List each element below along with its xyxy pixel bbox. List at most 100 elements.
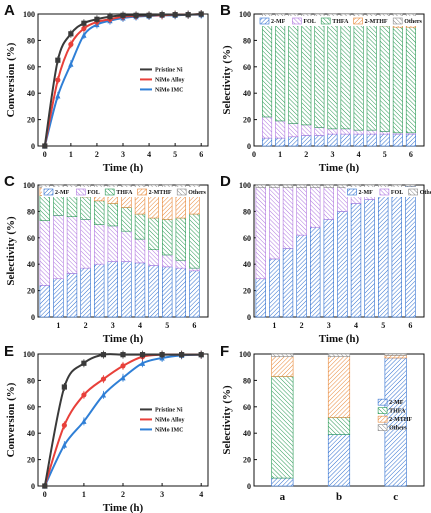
bar-segment-fol xyxy=(310,187,321,228)
y-tick-label: 100 xyxy=(23,10,35,19)
legend-swatch xyxy=(377,398,388,406)
panel-letter: B xyxy=(220,2,231,19)
y-tick-label: 100 xyxy=(239,350,251,359)
data-point-pristine-ni xyxy=(61,384,67,390)
legend-swatch xyxy=(377,407,388,414)
data-point-nimo-imc xyxy=(55,92,61,99)
bar-segment-2-mf xyxy=(379,133,390,147)
bar-segment-2-mf xyxy=(269,258,280,318)
bar-segment-fol xyxy=(288,123,299,138)
bar-segment-fol xyxy=(327,128,338,135)
bar-segment-thfa xyxy=(175,217,186,261)
bar-segment-fol xyxy=(94,224,105,265)
legend-swatch xyxy=(259,17,270,25)
bar-segment-fol xyxy=(340,128,351,135)
legend-swatch xyxy=(377,424,388,431)
bar-segment-2-mf xyxy=(148,265,159,318)
data-point-nimo-alloy xyxy=(81,392,87,398)
bar-segment-2-mf xyxy=(275,137,286,147)
x-tick-label: 4 xyxy=(138,321,142,330)
y-tick-label: 60 xyxy=(243,403,251,412)
bar-segment-thfa xyxy=(392,26,403,134)
data-point-pristine-ni xyxy=(198,352,204,358)
data-point-pristine-ni xyxy=(185,12,191,18)
x-tick-label: 1 xyxy=(56,321,60,330)
x-tick-label: 4 xyxy=(199,490,203,499)
legend-entry-2-mthf: 2-MTHF xyxy=(353,17,388,25)
bar-segment-fol xyxy=(301,124,312,136)
bar-segment-2-mf xyxy=(296,234,307,318)
legend-swatch xyxy=(353,17,363,25)
bar-segment-thfa xyxy=(39,195,50,221)
bar-segment-others xyxy=(327,353,351,357)
bar-segment-2-mf xyxy=(353,133,364,147)
bar-segment-fol xyxy=(379,131,390,135)
bar-segment-fol xyxy=(175,259,186,269)
x-tick-label: 6 xyxy=(409,150,413,159)
x-tick-label: 5 xyxy=(165,321,169,330)
data-point-nimo-imc xyxy=(61,441,67,448)
x-tick-label: 0 xyxy=(43,150,47,159)
bar-segment-others xyxy=(310,184,321,188)
legend-entry-pristine-ni: Pristine Ni xyxy=(140,407,183,413)
bar-segment-thfa xyxy=(148,217,159,250)
legend-label: FOL xyxy=(87,190,99,196)
bar-segment-2-mf xyxy=(94,263,105,318)
x-tick-label: 1 xyxy=(272,321,276,330)
legend-swatch xyxy=(347,188,357,196)
bar-segment-fol xyxy=(189,267,200,272)
panel-a: A 0 20 40 60 80 100 Conversion (%) Time (h) 0 1 2 3 4… xyxy=(4,2,209,174)
legend-label: Pristine Ni xyxy=(155,67,183,73)
x-tick-label: 0 xyxy=(43,490,47,499)
bar-segment-2-mf xyxy=(189,270,200,318)
panel-letter: F xyxy=(220,343,229,360)
bar-segment-2-mf xyxy=(323,219,334,318)
y-axis-label: Selectivity (%) xyxy=(221,45,233,115)
legend-entry-2-mthf: 2-MTHF xyxy=(137,188,172,196)
legend-swatch xyxy=(104,188,115,196)
bar-segment-2-mf xyxy=(162,266,173,318)
legend-label: 2-MTHF xyxy=(389,417,412,423)
legend-swatch xyxy=(408,188,419,196)
legend-entry-2-mf: 2-MF xyxy=(377,398,404,406)
y-tick-label: 40 xyxy=(27,89,35,98)
data-point-pristine-ni xyxy=(198,11,204,17)
data-point-nimo-alloy xyxy=(100,376,107,382)
legend-label: FOL xyxy=(391,190,403,196)
data-point-pristine-ni xyxy=(120,352,126,358)
data-point-pristine-ni xyxy=(159,12,165,18)
bar-segment-2-mf xyxy=(288,136,299,147)
legend-entry-nimo-imc: NiMo IMC xyxy=(140,427,184,433)
legend-entry-others: Others xyxy=(377,424,407,432)
legend-entry-thfa: THFA xyxy=(104,188,133,196)
panel-letter: D xyxy=(220,173,231,190)
y-tick-label: 60 xyxy=(27,234,35,243)
y-tick-label: 80 xyxy=(27,376,35,385)
y-tick-label: 20 xyxy=(243,116,251,125)
y-tick-label: 20 xyxy=(27,456,35,465)
bar-segment-thfa xyxy=(275,21,286,122)
legend-bg xyxy=(42,187,202,197)
bar-segment-fol xyxy=(53,215,64,280)
bar-segment-2-mf xyxy=(80,267,91,318)
legend-label: 2-MF xyxy=(389,400,404,406)
bar-segment-fol xyxy=(148,249,159,266)
bar-segment-thfa xyxy=(301,21,312,126)
bar-segment-thfa xyxy=(405,26,416,134)
y-tick-label: 0 xyxy=(247,142,251,151)
bar-segment-others xyxy=(271,353,294,357)
y-axis-label: Selectivity (%) xyxy=(5,216,17,286)
legend-label: 2-MTHF xyxy=(365,19,388,25)
legend-entry-others: Others xyxy=(408,188,431,196)
legend-label: THFA xyxy=(116,190,133,196)
legend-entry-fol: FOL xyxy=(379,188,403,196)
y-tick-label: 80 xyxy=(27,36,35,45)
y-tick-label: 40 xyxy=(27,429,35,438)
x-tick-label: 3 xyxy=(327,321,331,330)
y-tick-label: 80 xyxy=(243,207,251,216)
y-tick-label: 20 xyxy=(243,287,251,296)
panel-b: B 0 20 40 60 80 100 Selectivity (%) Time (h) 0 1 2 3… xyxy=(220,2,425,174)
legend-entry-2-mthf: 2-MTHF xyxy=(377,415,412,423)
y-tick-label: 60 xyxy=(243,63,251,72)
legend-entry-2-mf: 2-MF xyxy=(259,17,286,25)
